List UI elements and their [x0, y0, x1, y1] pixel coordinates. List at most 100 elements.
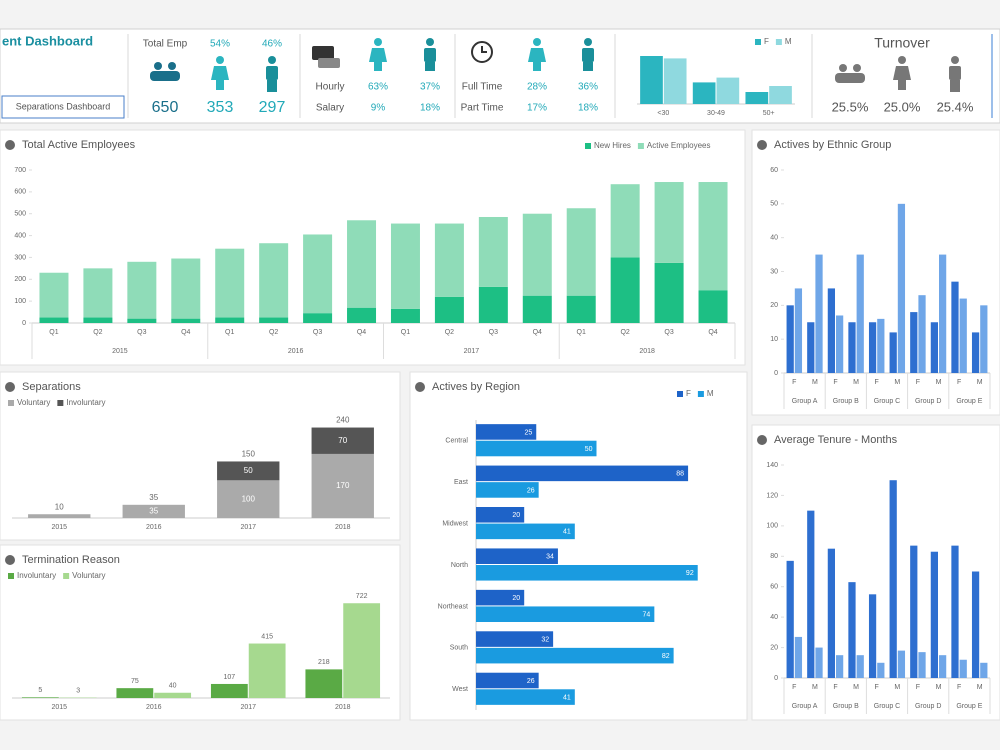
row-pct: 28% — [527, 82, 547, 93]
bar — [476, 606, 655, 622]
bar — [21, 697, 59, 698]
bar-segment — [610, 184, 640, 258]
legend-label: Voluntary — [72, 571, 105, 580]
x-tick-label: M — [936, 379, 942, 386]
data-label: 75 — [131, 678, 139, 685]
legend-label: Involuntary — [17, 571, 56, 580]
panel-title: Actives by Region — [432, 381, 520, 393]
bar-segment — [434, 296, 464, 323]
bar — [868, 322, 877, 373]
bar-segment — [217, 461, 280, 481]
bar-segment — [83, 317, 113, 323]
male-icon — [266, 56, 278, 92]
y-tick-label: 700 — [14, 167, 26, 174]
bar-segment — [347, 307, 377, 323]
bar — [856, 655, 864, 678]
bar — [210, 683, 248, 698]
y-tick-label: Central — [445, 438, 468, 445]
bar-segment — [171, 318, 201, 323]
bar — [889, 332, 897, 373]
data-label: 107 — [224, 674, 236, 681]
x-tick-label: F — [875, 684, 879, 691]
bar — [848, 322, 856, 373]
legend-swatch — [755, 39, 761, 45]
data-label: 218 — [318, 659, 330, 666]
group-label: Group B — [833, 398, 859, 405]
x-tick-label: F — [792, 379, 796, 386]
bar-segment — [217, 480, 280, 518]
x-tick-label: 50+ — [763, 110, 775, 117]
bar — [836, 315, 844, 373]
data-label: 40 — [169, 683, 177, 690]
group-label: Group A — [792, 703, 818, 710]
data-label: 41 — [563, 694, 571, 701]
bar — [889, 480, 897, 678]
total-label: 240 — [336, 416, 350, 425]
bar-segment — [311, 453, 374, 518]
y-tick-label: 140 — [766, 462, 778, 469]
x-tick-label: 2017 — [240, 524, 256, 531]
bar — [897, 650, 906, 678]
total-label: 150 — [242, 450, 256, 459]
legend-label: New Hires — [594, 141, 631, 150]
x-tick-label: F — [957, 379, 961, 386]
legend-label: Active Employees — [647, 141, 711, 150]
x-tick-label: 2015 — [51, 524, 67, 531]
bar-segment — [610, 257, 640, 323]
bar — [910, 312, 918, 373]
x-tick-label: Q2 — [620, 329, 629, 336]
x-tick-label: Q2 — [445, 329, 454, 336]
dashboard-title: ent Dashboard — [2, 33, 93, 48]
bar-segment — [566, 208, 596, 296]
group-label: Group D — [915, 703, 941, 710]
bar-segment — [390, 223, 420, 309]
x-tick-label: Q3 — [664, 329, 673, 336]
nav-button[interactable] — [1, 95, 125, 119]
male-icon — [424, 38, 436, 71]
panel-icon — [415, 382, 425, 392]
x-tick-label: 2018 — [335, 704, 351, 711]
female-icon — [893, 56, 911, 90]
bar — [959, 659, 967, 678]
legend-label: Voluntary — [17, 398, 50, 407]
x-tick-label: M — [936, 684, 942, 691]
panel-title: Termination Reason — [22, 554, 120, 566]
x-tick-label: Q2 — [93, 329, 102, 336]
x-tick-label: 2016 — [146, 524, 162, 531]
bar — [877, 318, 885, 373]
bar — [476, 424, 537, 440]
x-tick-label: Q2 — [269, 329, 278, 336]
bar — [918, 295, 926, 373]
x-tick-label: M — [812, 684, 818, 691]
x-tick-label: 2015 — [51, 704, 67, 711]
group-icon — [150, 62, 180, 81]
y-tick-label: 50 — [770, 201, 778, 208]
bar — [476, 523, 575, 540]
y-tick-label: 80 — [770, 553, 778, 560]
bar-segment — [654, 262, 684, 323]
row-pct: 63% — [368, 82, 388, 93]
data-label: 50 — [244, 466, 253, 475]
kpi-pct: 54% — [210, 39, 230, 50]
bar — [815, 647, 823, 678]
row-pct: 18% — [420, 103, 440, 114]
nav-button-label[interactable]: Separations Dashboard — [16, 101, 111, 111]
x-tick-label: M — [894, 684, 900, 691]
row-label: Salary — [316, 103, 344, 114]
data-label: 722 — [356, 593, 368, 600]
x-tick-label: M — [812, 379, 818, 386]
row-label: Hourly — [316, 82, 345, 93]
group-label: 2018 — [639, 348, 655, 355]
bar — [476, 507, 525, 523]
group-label: Group C — [874, 398, 900, 405]
y-tick-label: 40 — [770, 235, 778, 242]
bar — [343, 603, 381, 698]
total-label: 10 — [55, 502, 64, 511]
bar-segment — [127, 261, 157, 319]
panel-icon — [5, 140, 15, 150]
bar-segment — [171, 258, 201, 319]
group-label: Group D — [915, 398, 941, 405]
female-icon — [369, 38, 387, 71]
x-tick-label: 2018 — [335, 524, 351, 531]
